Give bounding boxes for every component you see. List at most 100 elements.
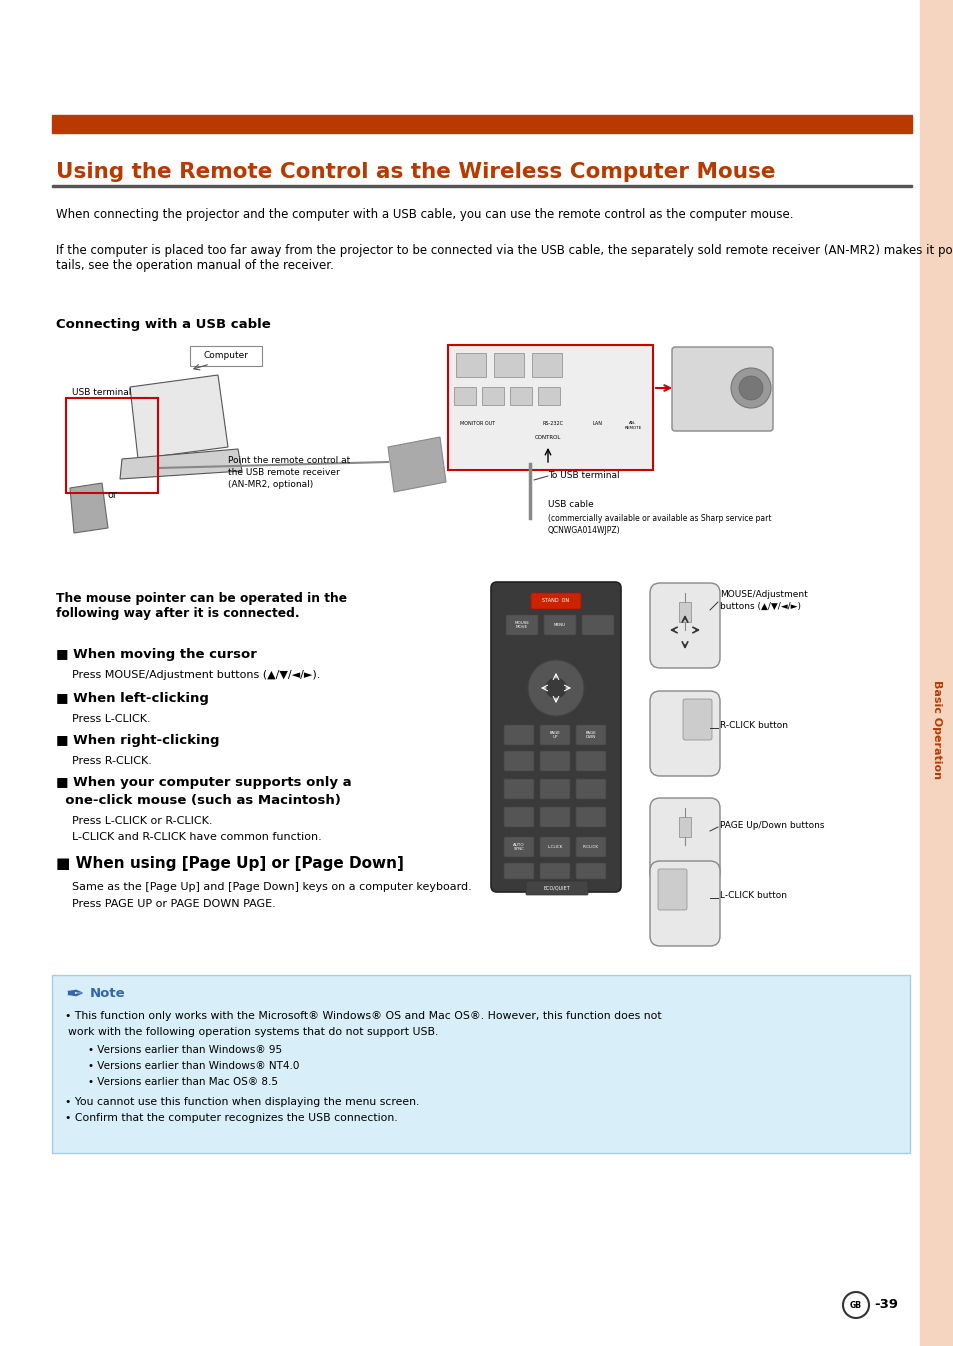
FancyBboxPatch shape <box>682 699 711 740</box>
Text: or: or <box>108 490 118 499</box>
Text: PAGE
UP: PAGE UP <box>549 731 559 739</box>
FancyBboxPatch shape <box>649 798 720 883</box>
Text: When connecting the projector and the computer with a USB cable, you can use the: When connecting the projector and the co… <box>56 209 793 221</box>
Text: • Versions earlier than Windows® 95: • Versions earlier than Windows® 95 <box>88 1044 282 1055</box>
FancyBboxPatch shape <box>539 837 569 857</box>
Text: CONTROL: CONTROL <box>535 435 560 440</box>
Text: one-click mouse (such as Macintosh): one-click mouse (such as Macintosh) <box>56 794 340 808</box>
Text: • Versions earlier than Windows® NT4.0: • Versions earlier than Windows® NT4.0 <box>88 1061 299 1071</box>
Text: the USB remote receiver: the USB remote receiver <box>228 468 339 476</box>
FancyBboxPatch shape <box>503 863 534 879</box>
FancyBboxPatch shape <box>503 837 534 857</box>
Bar <box>679 817 690 837</box>
Circle shape <box>739 376 762 400</box>
Text: PAGE Up/Down buttons: PAGE Up/Down buttons <box>720 821 823 829</box>
FancyBboxPatch shape <box>543 615 576 635</box>
Text: ■ When moving the cursor: ■ When moving the cursor <box>56 647 256 661</box>
FancyBboxPatch shape <box>505 615 537 635</box>
Text: L-CLICK and R-CLICK have common function.: L-CLICK and R-CLICK have common function… <box>71 832 321 843</box>
Text: R-CLICK button: R-CLICK button <box>720 721 787 731</box>
Text: Press R-CLICK.: Press R-CLICK. <box>71 756 152 766</box>
FancyBboxPatch shape <box>539 863 569 879</box>
Text: Basic Operation: Basic Operation <box>931 681 941 779</box>
Text: • This function only works with the Microsoft® Windows® OS and Mac OS®. However,: • This function only works with the Micr… <box>65 1011 661 1022</box>
FancyBboxPatch shape <box>581 615 614 635</box>
Bar <box>454 388 476 405</box>
Bar <box>494 353 523 377</box>
Text: USB cable: USB cable <box>547 499 593 509</box>
FancyBboxPatch shape <box>503 779 534 800</box>
FancyBboxPatch shape <box>576 808 605 826</box>
Bar <box>448 345 652 470</box>
Text: R-CLICK: R-CLICK <box>582 845 598 849</box>
Text: MOUSE
MOVE: MOUSE MOVE <box>514 621 529 630</box>
Text: Computer: Computer <box>203 351 248 361</box>
FancyBboxPatch shape <box>503 808 534 826</box>
FancyBboxPatch shape <box>649 583 720 668</box>
Text: -39: -39 <box>873 1299 897 1311</box>
Text: L-CLICK button: L-CLICK button <box>720 891 786 900</box>
Text: MOUSE/Adjustment: MOUSE/Adjustment <box>720 590 807 599</box>
Text: If the computer is placed too far away from the projector to be connected via th: If the computer is placed too far away f… <box>56 244 953 272</box>
FancyBboxPatch shape <box>525 882 587 895</box>
Text: LAN: LAN <box>593 421 602 425</box>
Bar <box>532 353 561 377</box>
Text: ■ When using [Page Up] or [Page Down]: ■ When using [Page Up] or [Page Down] <box>56 856 403 871</box>
Text: (AN-MR2, optional): (AN-MR2, optional) <box>228 481 313 489</box>
Text: L-CLICK: L-CLICK <box>547 845 562 849</box>
FancyBboxPatch shape <box>503 751 534 771</box>
Text: AUTO
SYNC: AUTO SYNC <box>513 843 524 851</box>
FancyBboxPatch shape <box>503 725 534 744</box>
Bar <box>66 398 158 493</box>
FancyBboxPatch shape <box>539 725 569 744</box>
FancyBboxPatch shape <box>649 690 720 777</box>
Bar <box>52 114 911 133</box>
Text: • Versions earlier than Mac OS® 8.5: • Versions earlier than Mac OS® 8.5 <box>88 1077 277 1088</box>
Text: ■ When your computer supports only a: ■ When your computer supports only a <box>56 777 352 789</box>
FancyBboxPatch shape <box>491 581 620 892</box>
Bar <box>919 0 953 1346</box>
Text: Press L-CLICK or R-CLICK.: Press L-CLICK or R-CLICK. <box>71 816 213 826</box>
Text: PAGE
DWN: PAGE DWN <box>585 731 596 739</box>
Text: MONITOR OUT: MONITOR OUT <box>460 421 495 425</box>
Circle shape <box>730 367 770 408</box>
FancyBboxPatch shape <box>531 594 580 608</box>
Text: Press PAGE UP or PAGE DOWN PAGE.: Press PAGE UP or PAGE DOWN PAGE. <box>71 899 275 909</box>
Text: ECO/QUIET: ECO/QUIET <box>543 886 570 891</box>
Text: Same as the [Page Up] and [Page Down] keys on a computer keyboard.: Same as the [Page Up] and [Page Down] ke… <box>71 882 471 892</box>
Text: Connecting with a USB cable: Connecting with a USB cable <box>56 318 271 331</box>
Bar <box>537 388 559 405</box>
Text: Note: Note <box>90 987 126 1000</box>
Bar <box>52 184 911 187</box>
Text: The mouse pointer can be operated in the
following way after it is connected.: The mouse pointer can be operated in the… <box>56 592 347 621</box>
Polygon shape <box>388 437 446 493</box>
FancyBboxPatch shape <box>658 870 686 910</box>
Text: Point the remote control at: Point the remote control at <box>228 456 350 464</box>
FancyBboxPatch shape <box>576 837 605 857</box>
Polygon shape <box>120 450 242 479</box>
Circle shape <box>545 678 565 699</box>
Text: Press L-CLICK.: Press L-CLICK. <box>71 713 151 724</box>
Bar <box>679 602 690 622</box>
Text: Using the Remote Control as the Wireless Computer Mouse: Using the Remote Control as the Wireless… <box>56 162 775 182</box>
Text: buttons (▲/▼/◄/►): buttons (▲/▼/◄/►) <box>720 602 801 611</box>
FancyBboxPatch shape <box>190 346 262 366</box>
Text: To USB terminal: To USB terminal <box>547 471 619 481</box>
Text: USB terminal: USB terminal <box>71 388 132 397</box>
Text: Press MOUSE/Adjustment buttons (▲/▼/◄/►).: Press MOUSE/Adjustment buttons (▲/▼/◄/►)… <box>71 670 320 680</box>
Text: ■ When right-clicking: ■ When right-clicking <box>56 734 219 747</box>
Text: MENU: MENU <box>554 623 565 627</box>
FancyBboxPatch shape <box>539 751 569 771</box>
Text: STAND  ON: STAND ON <box>542 599 569 603</box>
Bar <box>456 353 485 377</box>
Bar <box>510 388 532 405</box>
Text: ✒: ✒ <box>66 985 85 1005</box>
Text: QCNWGA014WJPZ): QCNWGA014WJPZ) <box>547 526 620 534</box>
FancyBboxPatch shape <box>576 751 605 771</box>
Text: RS-232C: RS-232C <box>542 421 563 425</box>
Polygon shape <box>130 376 228 459</box>
FancyBboxPatch shape <box>576 725 605 744</box>
Circle shape <box>842 1292 868 1318</box>
Bar <box>481 388 503 405</box>
Text: ■ When left-clicking: ■ When left-clicking <box>56 692 209 705</box>
